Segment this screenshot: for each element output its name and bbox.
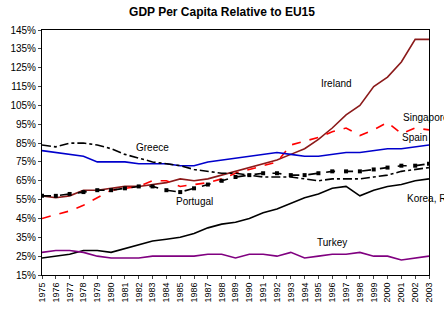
svg-text:1997: 1997 (341, 283, 351, 303)
svg-text:2001: 2001 (396, 283, 406, 303)
svg-text:1983: 1983 (147, 283, 157, 303)
svg-text:1982: 1982 (134, 283, 144, 303)
svg-text:1989: 1989 (230, 283, 240, 303)
svg-text:15%: 15% (16, 270, 36, 281)
svg-text:125%: 125% (10, 62, 36, 73)
svg-text:2000: 2000 (382, 283, 392, 303)
svg-text:1994: 1994 (300, 283, 310, 303)
svg-text:Ireland: Ireland (321, 78, 352, 89)
svg-text:55%: 55% (16, 194, 36, 205)
svg-text:Turkey: Turkey (317, 237, 347, 248)
svg-text:1980: 1980 (106, 283, 116, 303)
svg-text:135%: 135% (10, 43, 36, 54)
svg-text:105%: 105% (10, 100, 36, 111)
svg-text:GDP Per Capita Relative to EU1: GDP Per Capita Relative to EU15 (129, 5, 315, 19)
svg-text:75%: 75% (16, 156, 36, 167)
svg-text:1979: 1979 (92, 283, 102, 303)
svg-text:1976: 1976 (51, 283, 61, 303)
svg-text:1986: 1986 (189, 283, 199, 303)
svg-text:1991: 1991 (258, 283, 268, 303)
svg-text:115%: 115% (11, 81, 36, 92)
svg-text:1996: 1996 (327, 283, 337, 303)
svg-text:145%: 145% (10, 25, 36, 36)
svg-text:1999: 1999 (369, 283, 379, 303)
svg-text:1978: 1978 (78, 283, 88, 303)
svg-text:2003: 2003 (424, 283, 434, 303)
svg-text:1993: 1993 (286, 283, 296, 303)
svg-text:35%: 35% (16, 232, 36, 243)
svg-text:65%: 65% (16, 175, 36, 186)
svg-text:1985: 1985 (175, 283, 185, 303)
svg-text:85%: 85% (16, 138, 36, 149)
svg-text:Singapore: Singapore (403, 112, 444, 123)
svg-text:Portugal: Portugal (176, 196, 213, 207)
svg-text:1975: 1975 (37, 283, 47, 303)
svg-text:1984: 1984 (161, 283, 171, 303)
svg-text:1995: 1995 (313, 283, 323, 303)
svg-text:45%: 45% (16, 213, 36, 224)
svg-text:Greece: Greece (136, 142, 169, 153)
svg-text:95%: 95% (16, 119, 36, 130)
svg-text:Korea, Rep.: Korea, Rep. (407, 193, 444, 204)
svg-text:1981: 1981 (120, 283, 130, 303)
svg-text:Spain: Spain (402, 132, 428, 143)
svg-text:1977: 1977 (65, 283, 75, 303)
svg-text:1988: 1988 (217, 283, 227, 303)
svg-text:2002: 2002 (410, 283, 420, 303)
svg-text:1998: 1998 (355, 283, 365, 303)
svg-text:1990: 1990 (244, 283, 254, 303)
svg-text:1987: 1987 (203, 283, 213, 303)
svg-text:1992: 1992 (272, 283, 282, 303)
svg-text:25%: 25% (16, 251, 36, 262)
